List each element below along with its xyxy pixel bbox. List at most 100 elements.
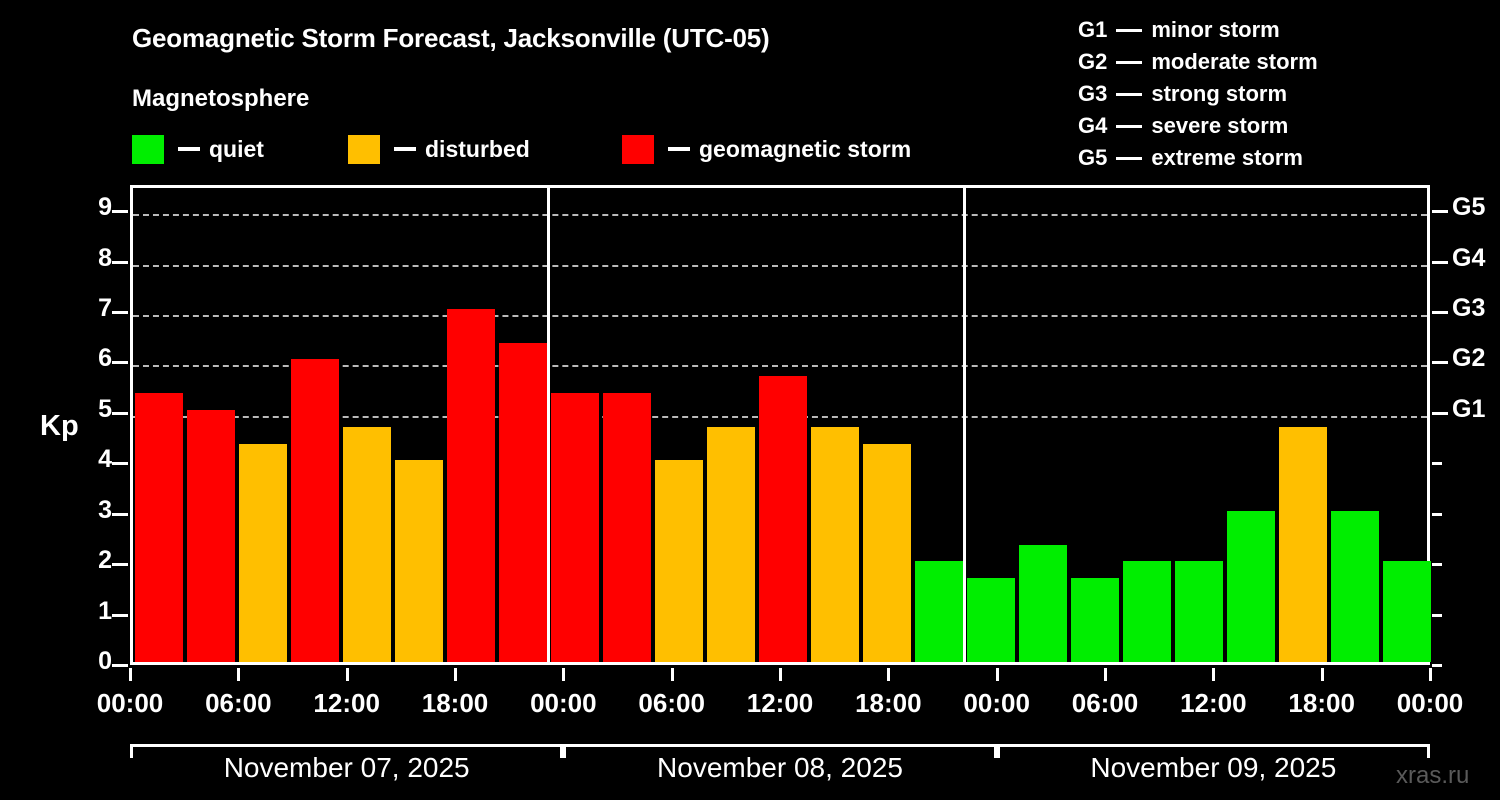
bar-geomagnetic-storm[interactable] bbox=[603, 393, 651, 662]
bar-quiet[interactable] bbox=[1019, 544, 1067, 662]
day-band-3 bbox=[996, 744, 1430, 758]
y-tick-label-1: 1 bbox=[98, 596, 112, 625]
x-tick-label-5: 06:00 bbox=[638, 688, 705, 718]
g-scale-description: moderate storm bbox=[1151, 49, 1318, 74]
legend-item-geomagnetic-storm[interactable]: geomagnetic storm bbox=[622, 134, 911, 164]
g-axis-minor-tick-1 bbox=[1432, 613, 1442, 617]
bar-geomagnetic-storm[interactable] bbox=[551, 393, 599, 662]
y-tick-label-8: 8 bbox=[98, 243, 112, 272]
g-scale-row-g5: G5 extreme storm bbox=[1078, 142, 1318, 174]
gridline-kp-9 bbox=[133, 214, 1427, 217]
watermark: xras.ru bbox=[1396, 762, 1470, 789]
g-scale-description: strong storm bbox=[1151, 81, 1288, 106]
bar-disturbed[interactable] bbox=[707, 426, 755, 662]
x-tick-mark-7 bbox=[887, 668, 891, 681]
bar-quiet[interactable] bbox=[915, 561, 963, 662]
day-band-2 bbox=[563, 744, 997, 758]
x-tick-label-0: 00:00 bbox=[96, 688, 164, 718]
y-tick-mark-3 bbox=[112, 512, 128, 516]
legend-swatch-quiet bbox=[132, 134, 164, 164]
x-tick-mark-9 bbox=[1104, 668, 1107, 681]
day-separator-1 bbox=[547, 188, 550, 662]
g-scale-code: G5 bbox=[1078, 145, 1108, 170]
bar-quiet[interactable] bbox=[1227, 510, 1275, 662]
y-tick-mark-4 bbox=[112, 462, 128, 466]
day-separator-2 bbox=[963, 188, 966, 662]
x-tick-mark-2 bbox=[345, 668, 349, 681]
legend-label-quiet: quiet bbox=[209, 135, 264, 162]
legend-item-quiet[interactable]: quiet bbox=[132, 134, 264, 164]
g-axis-minor-tick-0 bbox=[1432, 664, 1442, 667]
g-tick-label-g5: G5 bbox=[1452, 193, 1486, 222]
x-tick-mark-0 bbox=[129, 668, 132, 681]
plot-area bbox=[130, 185, 1431, 665]
x-tick-label-4: 00:00 bbox=[530, 688, 597, 718]
g-scale-legend: G1 minor storm G2 moderate storm G3 strong st… bbox=[1078, 14, 1318, 174]
x-tick-mark-3 bbox=[454, 668, 457, 681]
bar-quiet[interactable] bbox=[1123, 561, 1171, 662]
bar-disturbed[interactable] bbox=[811, 426, 859, 662]
gridline-kp-7 bbox=[133, 315, 1427, 318]
day-label-1: November 07, 2025 bbox=[223, 752, 470, 783]
y-tick-label-9: 9 bbox=[98, 193, 112, 222]
gridline-kp-8 bbox=[133, 264, 1427, 267]
bar-quiet[interactable] bbox=[1175, 561, 1223, 662]
day-label-3: November 09, 2025 bbox=[1090, 752, 1337, 783]
x-tick-label-3: 18:00 bbox=[421, 688, 489, 718]
x-tick-mark-1 bbox=[237, 668, 241, 681]
g-scale-row-g4: G4 severe storm bbox=[1078, 110, 1318, 142]
bar-geomagnetic-storm[interactable] bbox=[187, 409, 235, 662]
x-tick-label-12: 00:00 bbox=[1396, 688, 1464, 718]
bar-disturbed[interactable] bbox=[239, 443, 287, 662]
g-scale-description: minor storm bbox=[1151, 17, 1280, 42]
day-label-2: November 08, 2025 bbox=[657, 752, 903, 783]
bar-geomagnetic-storm[interactable] bbox=[759, 376, 807, 662]
x-tick-label-1: 06:00 bbox=[205, 688, 272, 718]
x-tick-label-11: 18:00 bbox=[1288, 688, 1355, 718]
g-axis-minor-tick-4 bbox=[1432, 462, 1442, 466]
bar-geomagnetic-storm[interactable] bbox=[447, 309, 495, 662]
y-tick-label-4: 4 bbox=[98, 445, 112, 474]
y-axis-label: Kp bbox=[40, 410, 79, 442]
g-scale-dash-icon bbox=[1116, 124, 1143, 128]
bar-geomagnetic-storm[interactable] bbox=[499, 342, 547, 662]
y-tick-mark-1 bbox=[112, 613, 128, 617]
bar-quiet[interactable] bbox=[1071, 577, 1119, 662]
g-tick-label-g3: G3 bbox=[1452, 294, 1486, 323]
g-scale-code: G4 bbox=[1078, 113, 1108, 138]
bar-quiet[interactable] bbox=[1331, 510, 1379, 662]
bar-disturbed[interactable] bbox=[655, 460, 703, 662]
bar-quiet[interactable] bbox=[1383, 561, 1431, 662]
g-scale-code: G2 bbox=[1078, 49, 1108, 74]
g-tick-mark-g5 bbox=[1432, 210, 1448, 214]
g-scale-row-g3: G3 strong storm bbox=[1078, 78, 1318, 110]
y-tick-mark-2 bbox=[112, 563, 128, 567]
x-tick-mark-8 bbox=[995, 668, 999, 681]
bar-disturbed[interactable] bbox=[343, 426, 391, 662]
y-tick-label-5: 5 bbox=[98, 394, 112, 423]
x-tick-mark-5 bbox=[670, 668, 674, 681]
bar-geomagnetic-storm[interactable] bbox=[291, 359, 339, 662]
legend-swatch-disturbed bbox=[348, 134, 380, 164]
g-tick-label-g2: G2 bbox=[1452, 344, 1486, 373]
g-scale-dash-icon bbox=[1116, 92, 1143, 96]
g-scale-description: extreme storm bbox=[1151, 145, 1303, 170]
g-tick-mark-g3 bbox=[1432, 311, 1448, 315]
legend-dash-icon bbox=[394, 147, 416, 151]
day-band-1 bbox=[130, 744, 564, 758]
g-scale-row-g1: G1 minor storm bbox=[1078, 14, 1318, 46]
bar-disturbed[interactable] bbox=[395, 460, 443, 662]
bar-disturbed[interactable] bbox=[863, 443, 911, 662]
g-scale-dash-icon bbox=[1116, 156, 1143, 160]
g-scale-dash-icon bbox=[1116, 60, 1143, 64]
bar-geomagnetic-storm[interactable] bbox=[135, 393, 183, 662]
g-scale-code: G1 bbox=[1078, 17, 1108, 42]
g-scale-row-g2: G2 moderate storm bbox=[1078, 46, 1318, 78]
x-tick-mark-10 bbox=[1212, 668, 1216, 681]
legend-dash-icon bbox=[178, 147, 200, 151]
bar-disturbed[interactable] bbox=[1279, 426, 1327, 662]
legend-item-disturbed[interactable]: disturbed bbox=[348, 134, 530, 164]
x-tick-mark-6 bbox=[779, 668, 782, 681]
bar-quiet[interactable] bbox=[967, 577, 1015, 662]
